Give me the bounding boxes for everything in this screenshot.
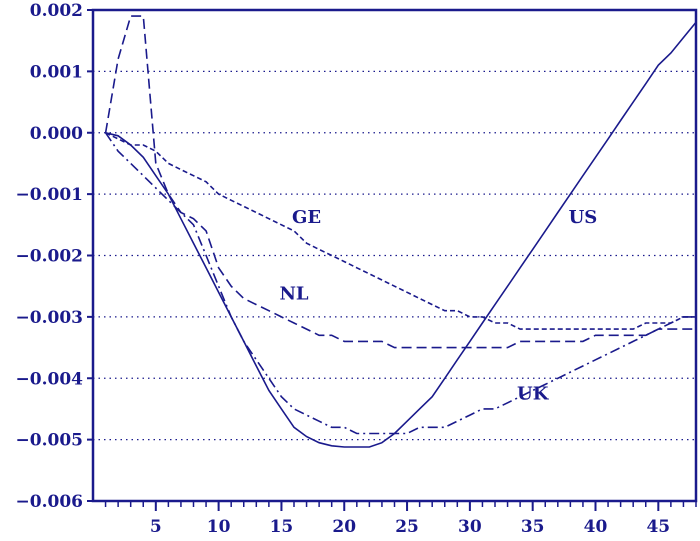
x-tick-label: 20 <box>332 517 356 537</box>
y-tick-label: −0.003 <box>16 308 83 328</box>
x-tick-label: 40 <box>584 517 608 537</box>
y-tick-label: 0.000 <box>30 124 83 144</box>
y-tick-label: 0.002 <box>30 1 83 21</box>
x-tick-label: 45 <box>646 517 670 537</box>
y-tick-label: −0.006 <box>16 492 83 512</box>
x-tick-label: 15 <box>270 517 294 537</box>
x-tick-label: 25 <box>395 517 419 537</box>
series-label-ge: GE <box>292 207 321 228</box>
gridlines <box>93 70 696 441</box>
series-line-uk <box>104 132 696 435</box>
y-axis: 0.002 0.001 0.000 −0.001 −0.002 −0.003 −0.004 −… <box>16 1 93 512</box>
series-label-us: US <box>569 207 598 228</box>
x-tick-label: 30 <box>458 517 482 537</box>
x-tick-label: 10 <box>207 517 231 537</box>
series-line-us <box>105 21 697 448</box>
y-tick-label: −0.001 <box>16 185 83 205</box>
x-tick-label: 35 <box>521 517 545 537</box>
series-lines <box>104 15 697 448</box>
x-tick-label: 5 <box>150 517 162 537</box>
y-tick-label: −0.005 <box>16 431 83 451</box>
y-tick-label: −0.002 <box>16 247 83 267</box>
series-labels: US GE NL UK <box>279 207 597 405</box>
y-tick-label: 0.001 <box>30 62 83 82</box>
y-tick-label: −0.004 <box>16 369 84 389</box>
series-label-nl: NL <box>279 284 308 305</box>
series-line-nl <box>104 15 696 349</box>
series-line-ge <box>105 132 696 330</box>
x-axis: 5 10 15 20 25 30 35 40 45 <box>104 501 697 537</box>
series-label-uk: UK <box>517 384 550 405</box>
